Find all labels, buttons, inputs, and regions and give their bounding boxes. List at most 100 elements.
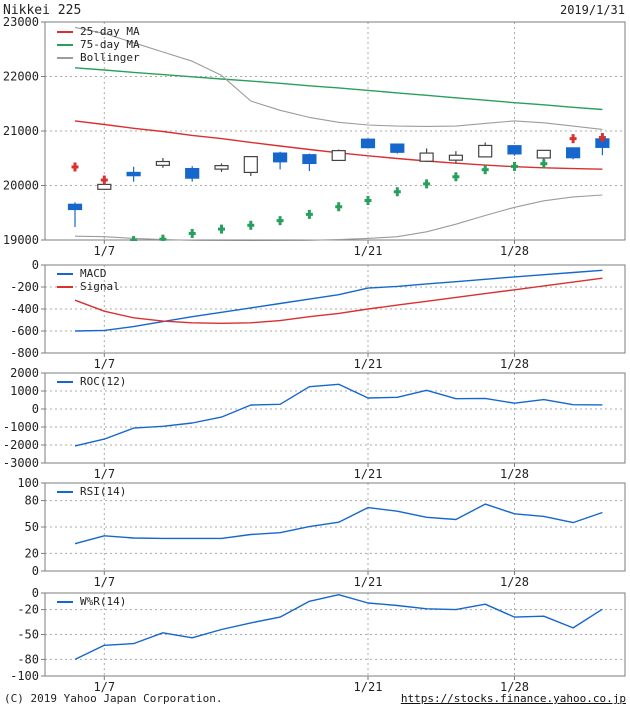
- y-tick-label: -400: [10, 302, 39, 316]
- candle-body-up: [448, 154, 463, 161]
- sar-marker-sell: [569, 134, 577, 144]
- panel-main: 23000 22000 21000 20000 19000 1/7 1/21 1/28: [3, 15, 626, 258]
- x-tick-label: 1/28: [500, 467, 529, 481]
- series-bollinger_upper: [74, 26, 603, 130]
- y-tick-label: 0: [32, 564, 39, 578]
- candle-body-down: [126, 171, 141, 177]
- panel-border: [44, 264, 626, 354]
- legend-item-macd: MACD: [57, 267, 120, 280]
- y-tick-label: 21000: [3, 124, 39, 138]
- legend-item-rsi: RSI(14): [57, 485, 126, 498]
- legend-item-bollinger: Bollinger: [57, 51, 140, 64]
- legend-wpr: W%R(14): [57, 595, 126, 608]
- ma75-line-swatch: [57, 43, 73, 46]
- legend-label-rsi: RSI(14): [80, 485, 127, 498]
- legend-label-ma75: 75-day MA: [80, 38, 140, 51]
- y-tick-label: 100: [17, 476, 39, 490]
- sar-marker-buy: [247, 220, 255, 230]
- x-tick-label: 1/7: [93, 467, 115, 481]
- candle-body-down: [360, 138, 376, 149]
- legend-label-wpr: W%R(14): [80, 595, 127, 608]
- legend-roc: ROC(12): [57, 375, 126, 388]
- legend-label-macd: MACD: [80, 267, 107, 280]
- sar-marker-buy: [364, 195, 372, 205]
- candle-body-down: [185, 168, 200, 179]
- sar-marker-buy: [130, 236, 138, 241]
- page-title: Nikkei 225: [3, 3, 82, 18]
- roc-line-swatch: [57, 380, 73, 383]
- candle-body-up: [214, 165, 229, 170]
- candle-body-down: [565, 147, 581, 159]
- panel-rsi: 100 80 50 20 0 1/7 1/21 1/28: [17, 476, 626, 589]
- source-url-link[interactable]: https://stocks.finance.yahoo.co.jp: [400, 692, 626, 705]
- series-bollinger_lower: [74, 194, 603, 241]
- candle-body-up: [97, 183, 112, 190]
- sar-marker-buy: [423, 179, 431, 189]
- x-tick-label: 1/21: [354, 575, 383, 589]
- y-tick-label: 19000: [3, 233, 39, 247]
- panel-roc: 2000 1000 0 -1000 -2000 -3000 1/7 1/21 1/28: [3, 366, 626, 481]
- x-tick-label: 1/7: [93, 680, 115, 694]
- candle-body-up: [419, 152, 434, 162]
- y-tick-label: 0: [32, 402, 39, 416]
- legend-label-signal: Signal: [80, 280, 120, 293]
- candle-body-down: [67, 203, 83, 211]
- panel-macd: 0 -200 -400 -600 -800 1/7 1/21 1/28: [10, 258, 626, 371]
- y-tick-label: -800: [10, 346, 39, 360]
- wpr-line-swatch: [57, 600, 73, 603]
- x-tick-label: 1/21: [354, 467, 383, 481]
- x-tick-label: 1/7: [93, 357, 115, 371]
- legend-macd: MACD Signal: [57, 267, 120, 293]
- series-roc: [74, 383, 603, 447]
- panel-border: [44, 592, 626, 677]
- sar-marker-buy: [540, 159, 548, 169]
- candle-body-up: [155, 160, 170, 166]
- signal-line-swatch: [57, 285, 73, 288]
- sar-marker-buy: [305, 209, 313, 219]
- legend-label-bollinger: Bollinger: [80, 51, 140, 64]
- y-tick-label: -100: [10, 669, 39, 683]
- y-tick-label: 50: [25, 520, 39, 534]
- candle-body-down: [302, 154, 317, 165]
- sar-marker-buy: [276, 216, 284, 226]
- legend-rsi: RSI(14): [57, 485, 126, 498]
- sar-marker-buy: [218, 224, 225, 234]
- legend-item-wpr: W%R(14): [57, 595, 126, 608]
- x-tick-label: 1/28: [500, 680, 529, 694]
- sar-marker-sell: [71, 162, 79, 172]
- y-tick-label: -2000: [3, 438, 39, 452]
- y-tick-label: -3000: [3, 456, 39, 470]
- candle-body-up: [331, 150, 346, 162]
- series-ma75: [74, 67, 603, 111]
- sar-marker-buy: [481, 165, 489, 175]
- candle-body-up: [536, 149, 551, 159]
- sar-marker-buy: [452, 172, 460, 182]
- series-ma25: [74, 120, 603, 170]
- sar-marker-sell: [100, 175, 108, 185]
- candle-body-up: [243, 156, 258, 174]
- sar-marker-buy: [511, 161, 518, 171]
- x-tick-label: 1/28: [500, 357, 529, 371]
- x-tick-label: 1/21: [354, 357, 383, 371]
- sar-marker-buy: [335, 202, 343, 212]
- legend-label-roc: ROC(12): [80, 375, 127, 388]
- y-tick-label: -20: [17, 603, 39, 617]
- y-tick-label: -80: [17, 652, 39, 666]
- rsi-line-swatch: [57, 490, 73, 493]
- y-tick-label: 2000: [10, 366, 39, 380]
- legend-label-ma25: 25-day MA: [80, 25, 140, 38]
- y-tick-label: -50: [17, 628, 39, 642]
- y-tick-label: 22000: [3, 70, 39, 84]
- panel-wpr: 0 -20 -50 -80 -100 1/7 1/21 1/28: [10, 586, 626, 694]
- y-tick-label: -1000: [3, 420, 39, 434]
- candle-body-up: [478, 144, 493, 158]
- y-tick-label: 80: [25, 494, 39, 508]
- chart-date-label: 2019/1/31: [559, 3, 625, 17]
- y-tick-label: 20: [25, 546, 39, 560]
- candle-body-down: [390, 143, 405, 153]
- legend-item-ma75: 75-day MA: [57, 38, 140, 51]
- y-tick-label: 23000: [3, 15, 39, 29]
- legend-main: 25-day MA 75-day MA Bollinger: [57, 25, 140, 64]
